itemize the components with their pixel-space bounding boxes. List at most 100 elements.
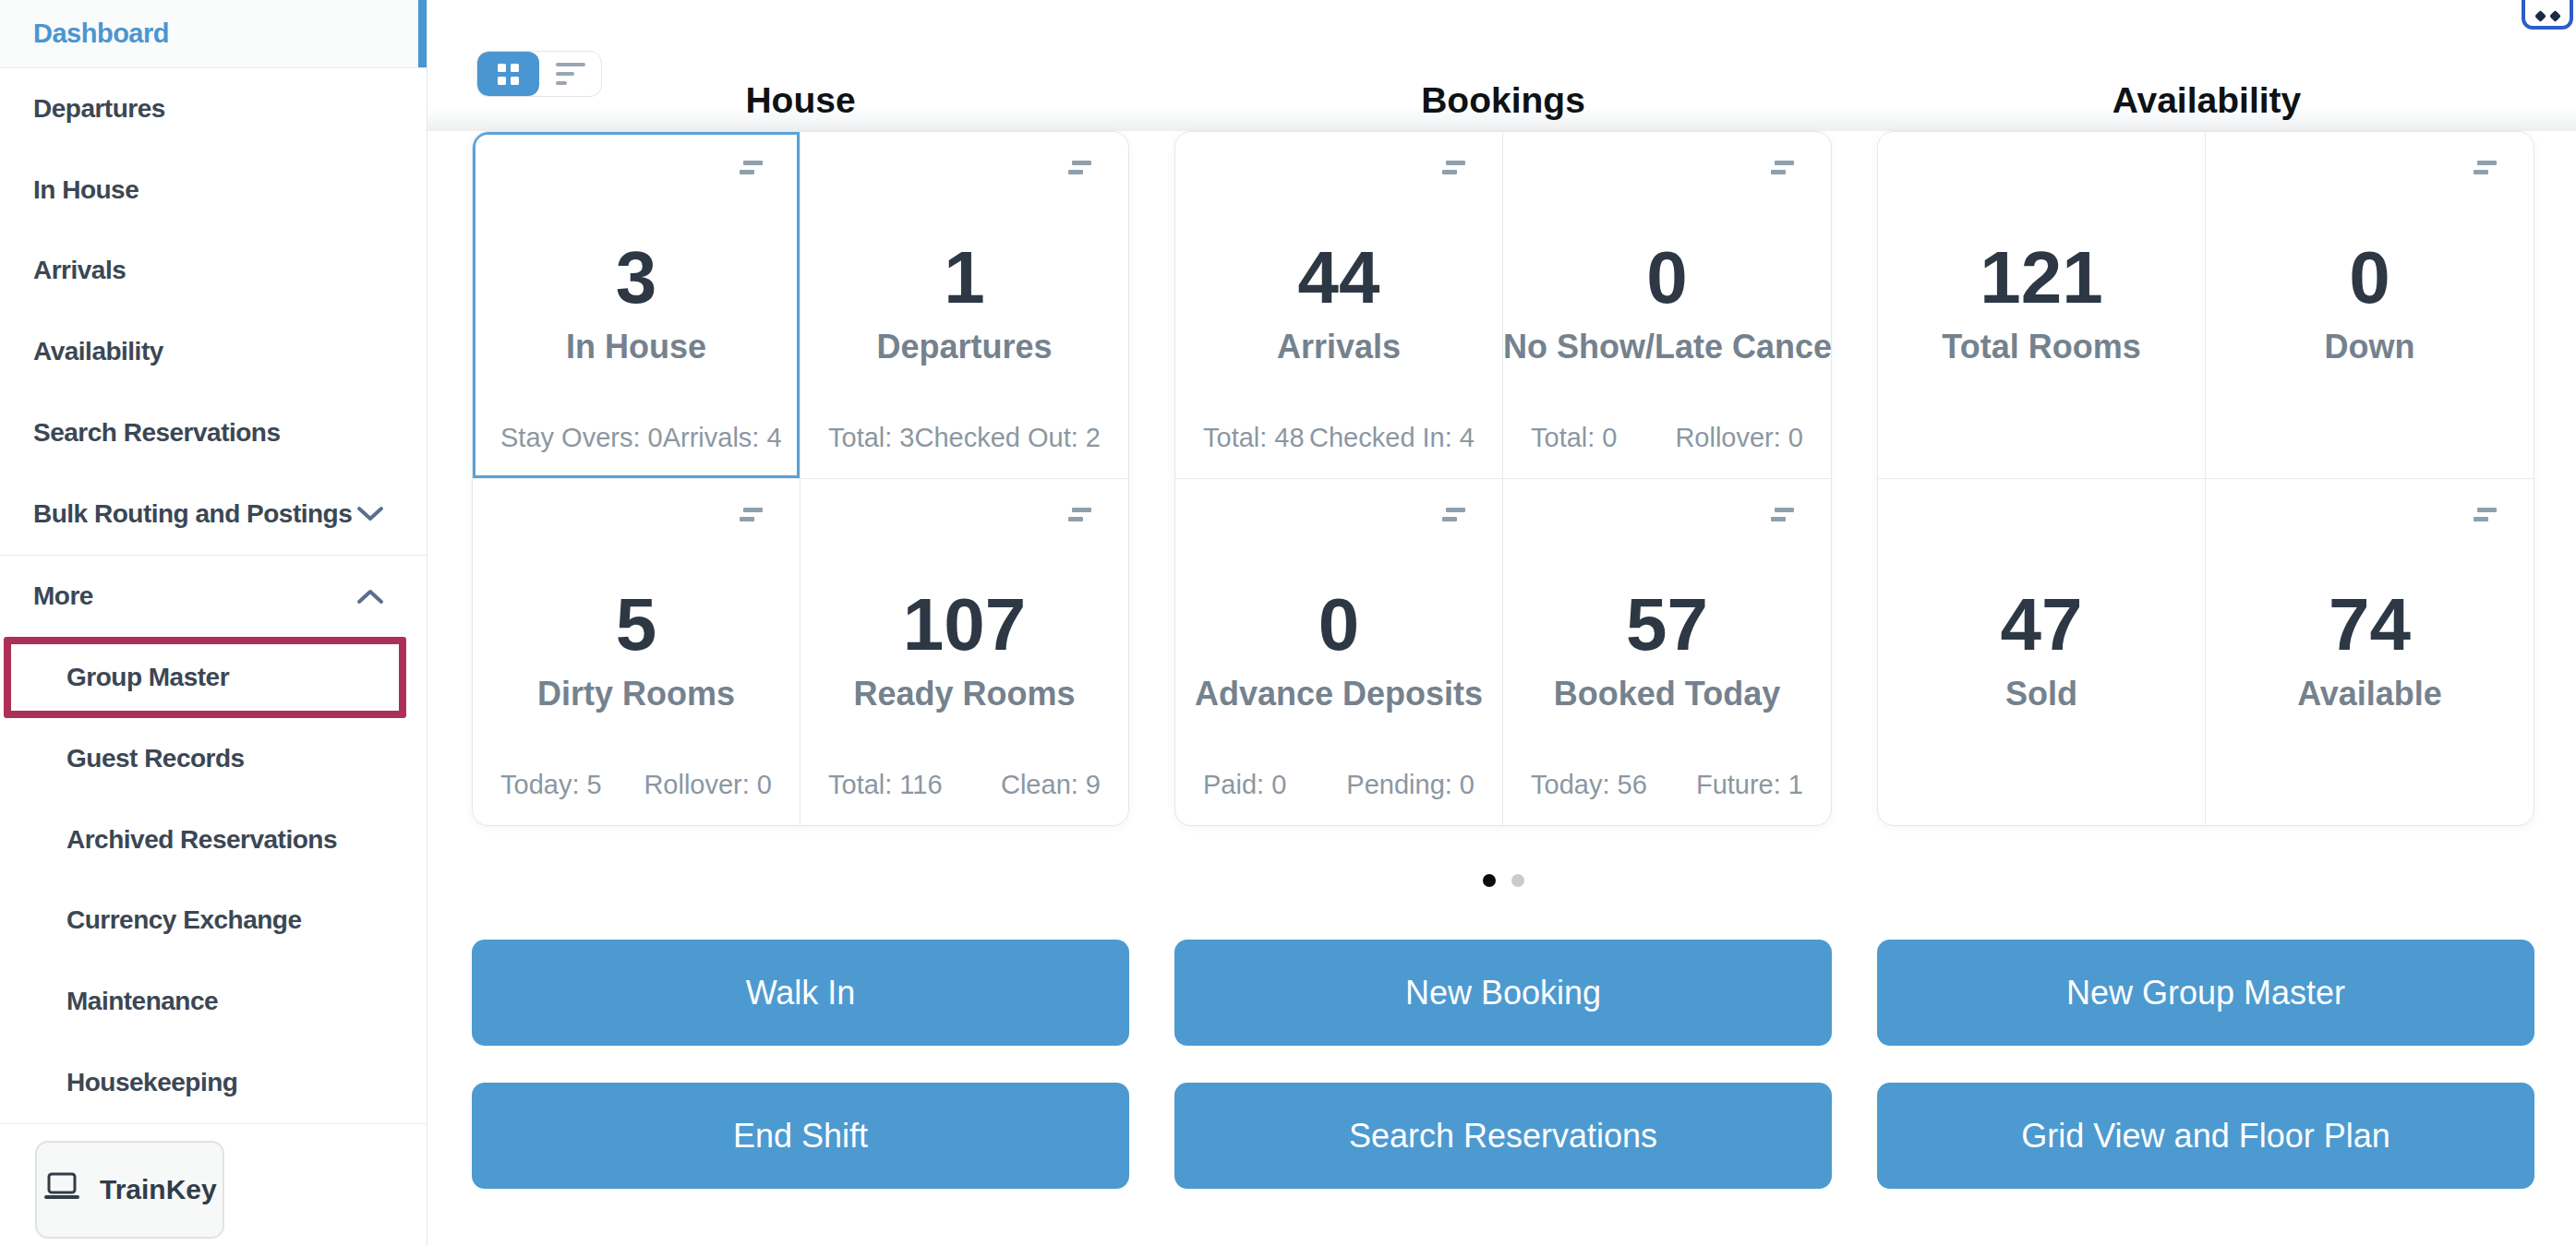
card-value: 0 (2206, 239, 2534, 317)
sidebar-item-in-house[interactable]: In House (0, 150, 427, 231)
trainkey-button[interactable]: TrainKey (35, 1141, 224, 1239)
sidebar-item-currency-exchange[interactable]: Currency Exchange (0, 880, 427, 961)
stat-card-dirty-rooms[interactable]: 5 Dirty Rooms Today: 5 Rollover: 0 (473, 479, 800, 826)
sidebar-item-bulk-routing-and-postings[interactable]: Bulk Routing and Postings (0, 473, 427, 555)
end-shift-button[interactable]: End Shift (472, 1083, 1129, 1189)
sidebar-item-search-reservations[interactable]: Search Reservations (0, 392, 427, 473)
pagination-dots (472, 874, 2535, 887)
sidebar-item-archived-reservations[interactable]: Archived Reservations (0, 799, 427, 881)
widget-glyph (2549, 10, 2561, 22)
card-value: 1 (800, 239, 1128, 317)
stat-card-sold[interactable]: 47 Sold (1878, 479, 2206, 826)
card-stats: Stay Overs: 0 Arrivals: 4 (500, 423, 772, 453)
card-menu-icon[interactable] (740, 508, 763, 521)
sidebar-item-label: Housekeeping (66, 1068, 237, 1097)
pagination-dot-active[interactable] (1483, 874, 1496, 887)
sidebar-item-group-master[interactable]: Group Master (11, 644, 399, 711)
stat-card-available[interactable]: 74 Available (2206, 479, 2534, 826)
card-stats: Total: 3 Checked Out: 2 (828, 423, 1101, 453)
stat-right: Checked In: 4 (1309, 423, 1475, 453)
card-value: 74 (2206, 586, 2534, 664)
stat-right: Future: 1 (1696, 770, 1803, 800)
card-menu-icon[interactable] (2474, 161, 2497, 174)
stat-right: Checked Out: 2 (915, 423, 1101, 453)
sidebar-item-label: Availability (33, 337, 163, 366)
stat-card-arrivals[interactable]: 44 Arrivals Total: 48 Checked In: 4 (1175, 132, 1503, 479)
main-content: House Bookings Availability 3 In House S… (427, 0, 2576, 1246)
card-value: 5 (473, 586, 800, 664)
card-value: 0 (1503, 239, 1831, 317)
stat-card-advance-deposits[interactable]: 0 Advance Deposits Paid: 0 Pending: 0 (1175, 479, 1503, 826)
walk-in-button[interactable]: Walk In (472, 940, 1129, 1046)
sidebar-item-label: Dashboard (33, 18, 169, 49)
stat-left: Total: 116 (828, 770, 943, 800)
card-menu-icon[interactable] (2474, 508, 2497, 521)
card-value: 121 (1878, 239, 2205, 317)
card-stats: Total: 116 Clean: 9 (828, 770, 1101, 800)
search-reservations-button[interactable]: Search Reservations (1174, 1083, 1832, 1189)
grid-icon (498, 64, 519, 85)
sidebar-item-departures[interactable]: Departures (0, 68, 427, 150)
grid-view-button[interactable] (477, 52, 539, 96)
card-menu-icon[interactable] (1771, 508, 1794, 521)
sidebar-item-availability[interactable]: Availability (0, 311, 427, 392)
chevron-down-icon (356, 506, 384, 522)
group-master-highlight-box: Group Master (4, 637, 406, 718)
card-label: Departures (800, 327, 1128, 367)
card-label: Available (2206, 674, 2534, 714)
sidebar-item-dashboard[interactable]: Dashboard (0, 0, 427, 68)
card-stats: Today: 5 Rollover: 0 (500, 770, 772, 800)
pagination-dot-inactive[interactable] (1511, 874, 1524, 887)
trainkey-label: TrainKey (100, 1174, 217, 1205)
sidebar-item-label: Bulk Routing and Postings (33, 499, 352, 529)
stat-right: Rollover: 0 (644, 770, 772, 800)
card-menu-icon[interactable] (1068, 508, 1091, 521)
column-title-availability: Availability (2113, 80, 2301, 121)
card-label: No Show/Late Cancel (1503, 327, 1831, 367)
laptop-icon (42, 1172, 81, 1208)
card-menu-icon[interactable] (740, 161, 763, 174)
card-menu-icon[interactable] (1771, 161, 1794, 174)
list-view-button[interactable] (539, 52, 601, 96)
card-stats: Total: 0 Rollover: 0 (1531, 423, 1803, 453)
stat-card-no-show-late-cancel[interactable]: 0 No Show/Late Cancel Total: 0 Rollover:… (1503, 132, 1831, 479)
stat-left: Paid: 0 (1203, 770, 1286, 800)
sidebar-item-more[interactable]: More (0, 556, 427, 637)
card-value: 0 (1175, 586, 1502, 664)
sidebar-item-label: Departures (33, 94, 165, 124)
sidebar-item-arrivals[interactable]: Arrivals (0, 231, 427, 312)
sidebar-item-label: Search Reservations (33, 418, 281, 448)
stat-card-total-rooms[interactable]: 121 Total Rooms (1878, 132, 2206, 479)
stat-card-in-house[interactable]: 3 In House Stay Overs: 0 Arrivals: 4 (473, 132, 800, 479)
sidebar-item-guest-records[interactable]: Guest Records (0, 718, 427, 799)
floating-widget-button[interactable] (2522, 0, 2573, 30)
stat-left: Total: 48 (1203, 423, 1305, 453)
card-label: Arrivals (1175, 327, 1502, 367)
stat-left: Stay Overs: 0 (500, 423, 663, 453)
card-value: 47 (1878, 586, 2205, 664)
card-menu-icon[interactable] (1068, 161, 1091, 174)
stat-right: Clean: 9 (1001, 770, 1101, 800)
hotel-pms-dashboard: Dashboard Departures In House Arrivals A… (0, 0, 2576, 1246)
card-menu-icon[interactable] (1442, 508, 1465, 521)
card-stats: Today: 56 Future: 1 (1531, 770, 1803, 800)
stat-card-down[interactable]: 0 Down (2206, 132, 2534, 479)
sidebar-item-housekeeping[interactable]: Housekeeping (0, 1042, 427, 1123)
widget-glyph (2534, 10, 2546, 22)
stat-card-ready-rooms[interactable]: 107 Ready Rooms Total: 116 Clean: 9 (800, 479, 1128, 826)
stat-left: Total: 3 (828, 423, 915, 453)
card-label: Sold (1878, 674, 2205, 714)
new-booking-button[interactable]: New Booking (1174, 940, 1832, 1046)
new-group-master-button[interactable]: New Group Master (1877, 940, 2534, 1046)
card-menu-icon[interactable] (1442, 161, 1465, 174)
stat-left: Today: 56 (1531, 770, 1647, 800)
stat-card-departures[interactable]: 1 Departures Total: 3 Checked Out: 2 (800, 132, 1128, 479)
quick-action-buttons: Walk In New Booking New Group Master End… (472, 940, 2534, 1189)
stat-card-booked-today[interactable]: 57 Booked Today Today: 56 Future: 1 (1503, 479, 1831, 826)
grid-view-and-floor-plan-button[interactable]: Grid View and Floor Plan (1877, 1083, 2534, 1189)
chevron-up-icon (356, 588, 384, 605)
sidebar-item-maintenance[interactable]: Maintenance (0, 961, 427, 1042)
card-label: Ready Rooms (800, 674, 1128, 714)
sidebar-item-label: Currency Exchange (66, 905, 302, 935)
card-label: Booked Today (1503, 674, 1831, 714)
